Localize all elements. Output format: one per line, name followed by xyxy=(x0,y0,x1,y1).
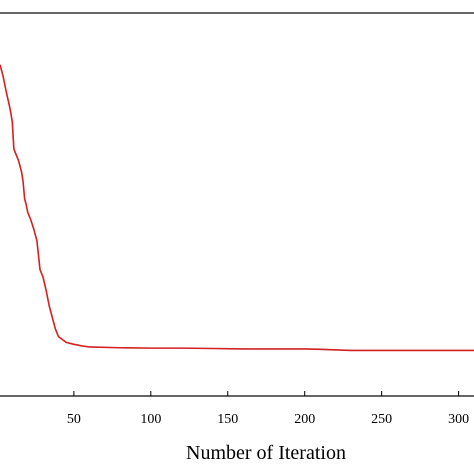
x-axis-label: Number of Iteration xyxy=(186,442,346,464)
x-tick-label: 100 xyxy=(140,412,161,427)
x-axis-ticks xyxy=(73,391,460,396)
x-tick-label: 300 xyxy=(448,412,469,427)
x-tick-label: 150 xyxy=(217,412,238,427)
x-tick-label: 250 xyxy=(371,412,392,427)
plot-frame xyxy=(0,12,474,397)
x-tick-label: 50 xyxy=(67,412,81,427)
x-tick-label: 200 xyxy=(294,412,315,427)
series-line xyxy=(0,64,474,352)
x-axis-tick-labels: 50 100 150 200 250 300 xyxy=(67,412,469,427)
